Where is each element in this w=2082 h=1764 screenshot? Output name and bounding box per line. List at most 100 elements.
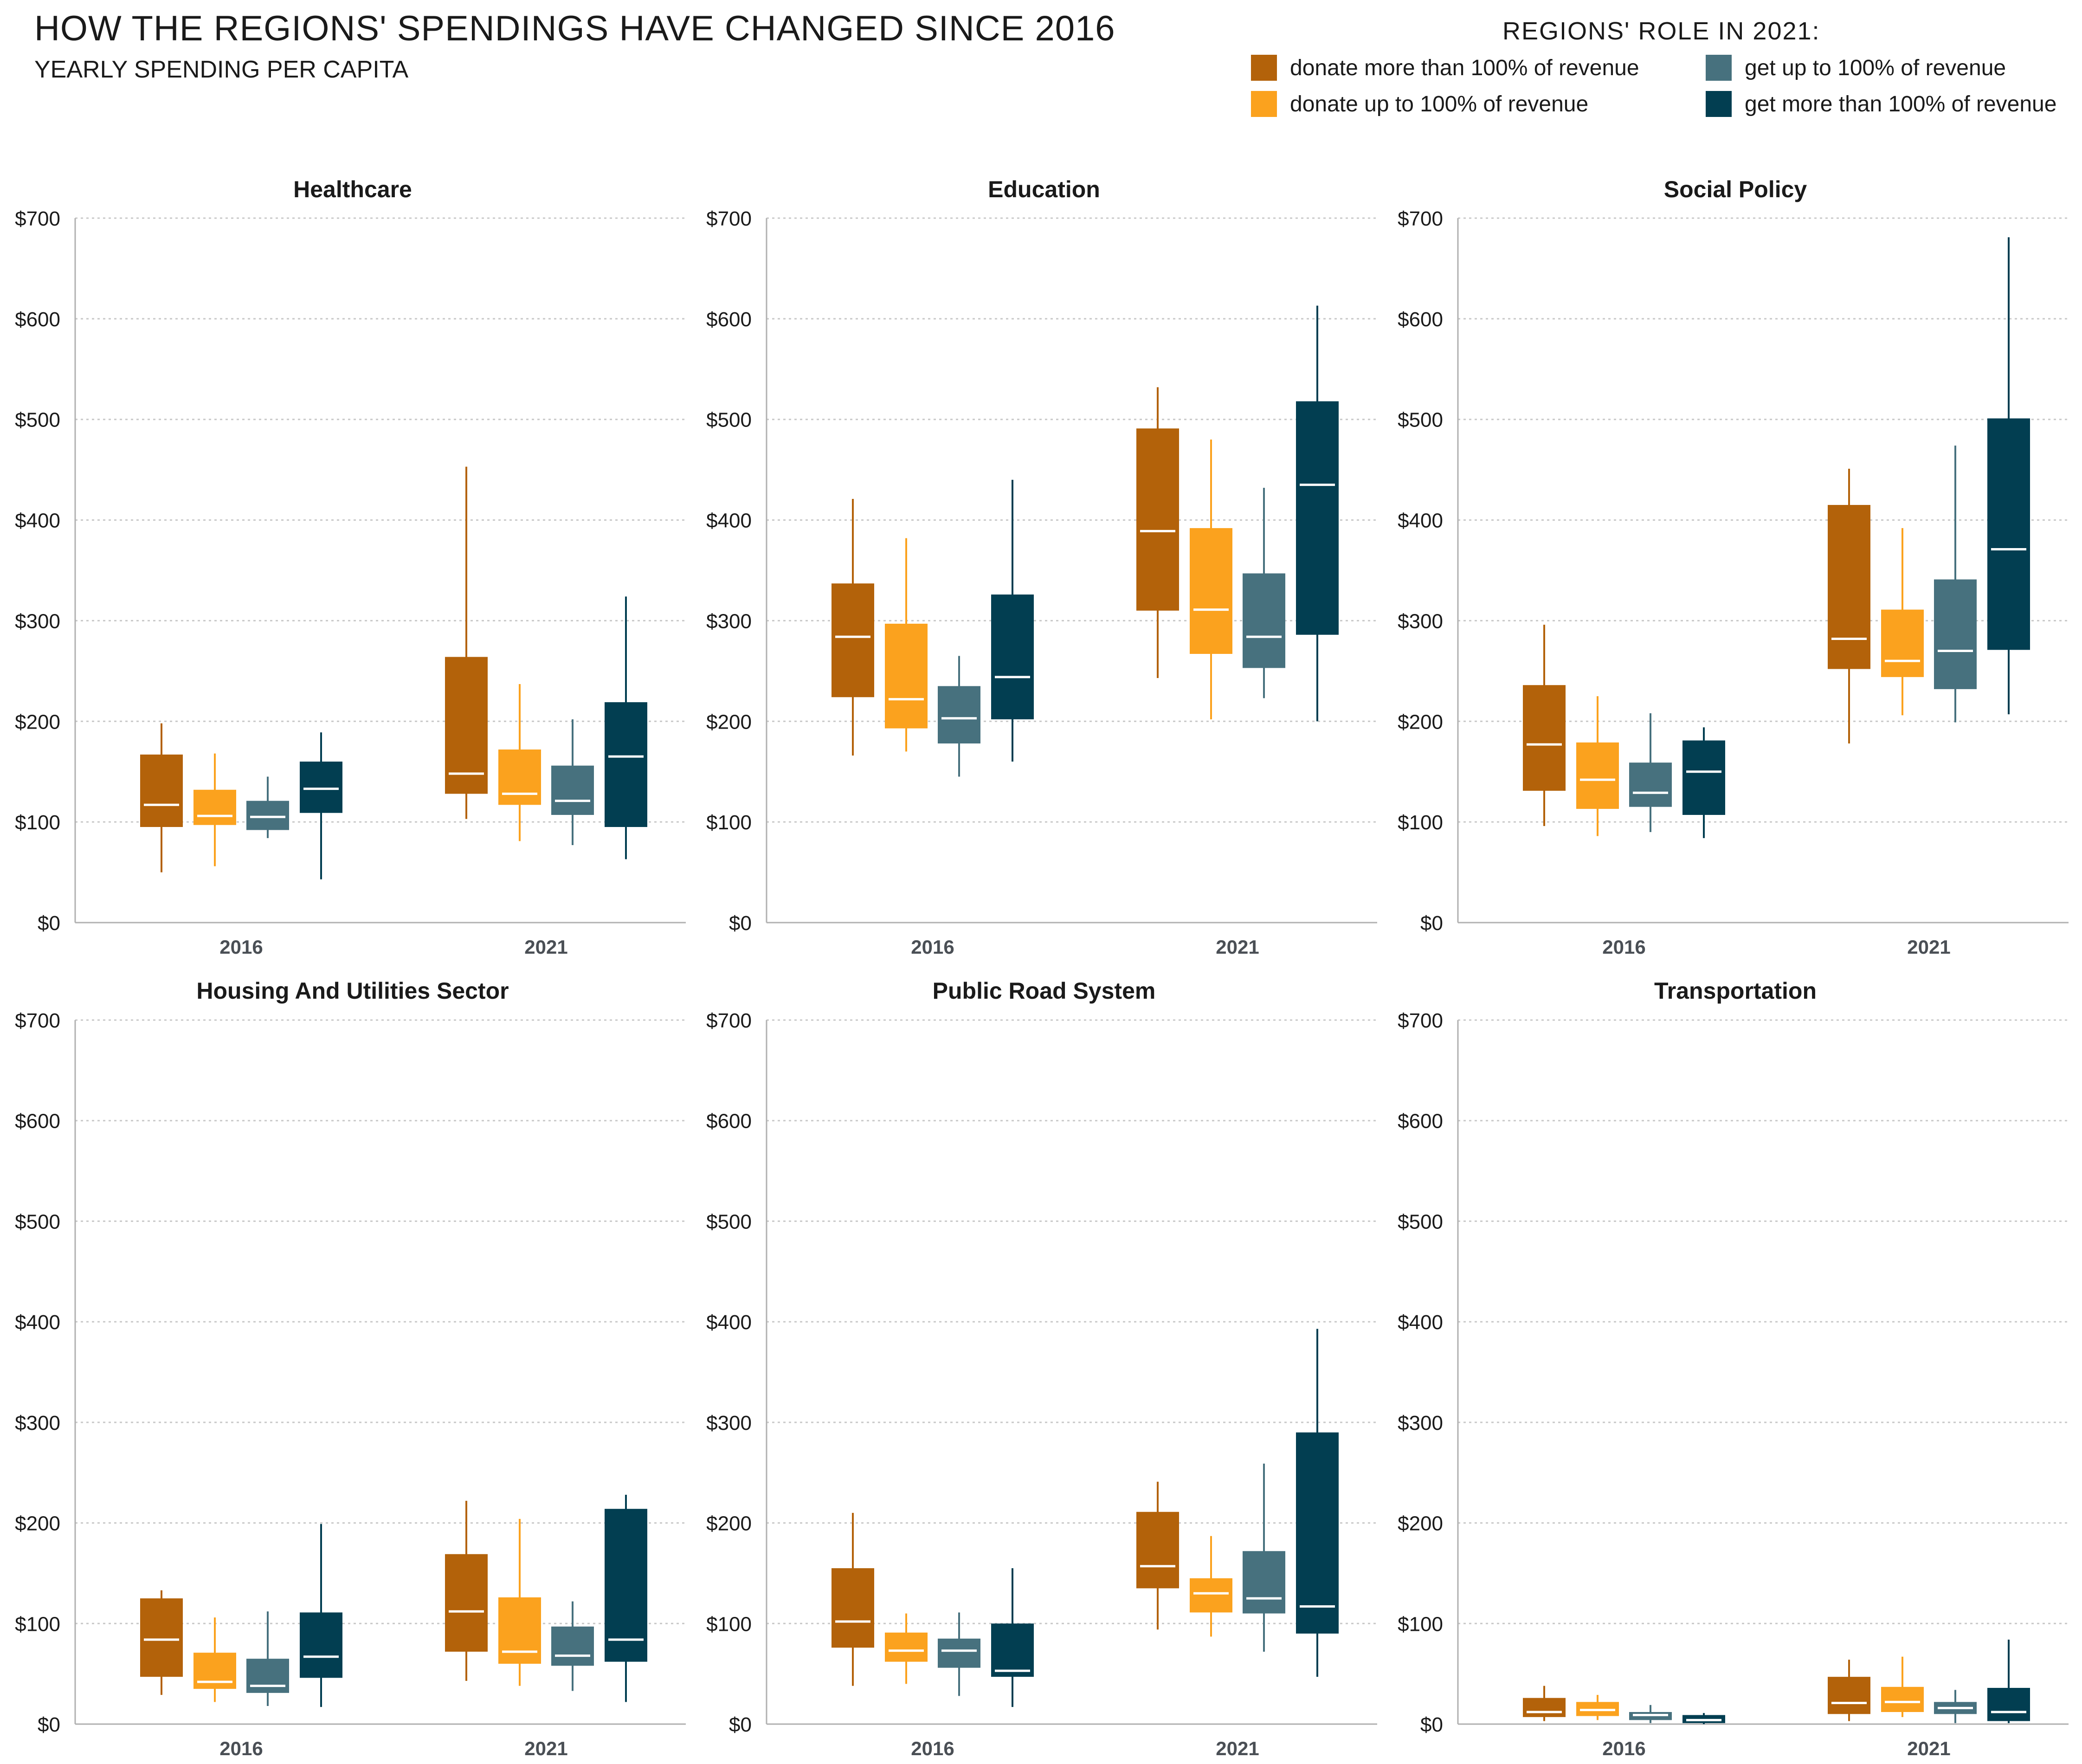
box-plot[interactable]	[1190, 439, 1232, 719]
box-plot[interactable]	[605, 1494, 647, 1702]
box-iqr	[1987, 418, 2030, 650]
x-tick-label: 2016	[219, 1738, 263, 1759]
x-tick-label: 2021	[1216, 936, 1259, 958]
box-plot[interactable]	[1296, 1329, 1339, 1677]
box-plot[interactable]	[1523, 625, 1566, 826]
box-plot[interactable]	[1881, 528, 1924, 716]
x-tick-label: 2016	[1602, 936, 1645, 958]
y-tick-label: $200	[15, 1512, 60, 1535]
y-tick-label: $100	[1398, 811, 1443, 834]
box-plot[interactable]	[1136, 1481, 1179, 1630]
box-plot[interactable]	[605, 596, 647, 859]
box-plot[interactable]	[885, 538, 928, 752]
box-plot[interactable]	[498, 684, 541, 841]
box-plot[interactable]	[885, 1613, 928, 1684]
box-iqr	[1523, 685, 1566, 791]
chart-panel: Education $0 $100 $200 $300 $400 $500 $600 $700 2…	[706, 176, 1377, 958]
box-iqr	[1296, 1432, 1339, 1634]
box-plot[interactable]	[991, 1568, 1034, 1707]
legend-item-get-up-to[interactable]: get up to 100% of revenue	[1706, 55, 2006, 81]
box-plot[interactable]	[246, 1611, 289, 1706]
box-plot[interactable]	[445, 1500, 488, 1681]
legend-swatch	[1251, 55, 1277, 81]
box-plot[interactable]	[1987, 1639, 2030, 1723]
legend-label: donate up to 100% of revenue	[1290, 91, 1589, 116]
box-plot[interactable]	[1682, 727, 1725, 838]
legend-label: get more than 100% of revenue	[1745, 91, 2057, 116]
box-plot[interactable]	[140, 723, 183, 872]
y-tick-label: $300	[706, 610, 752, 633]
x-tick-label: 2021	[524, 936, 567, 958]
box-plot[interactable]	[1576, 696, 1619, 836]
y-tick-label: $700	[706, 1009, 752, 1032]
box-plot[interactable]	[1629, 713, 1672, 832]
legend-item-donate-more[interactable]: donate more than 100% of revenue	[1251, 55, 1639, 81]
box-iqr	[1934, 579, 1977, 689]
box-plot[interactable]	[1523, 1686, 1566, 1721]
box-plot[interactable]	[193, 753, 236, 866]
box-plot[interactable]	[832, 499, 874, 756]
box-plot[interactable]	[1190, 1536, 1232, 1637]
box-plot[interactable]	[1828, 468, 1870, 743]
box-iqr	[445, 1554, 488, 1652]
box-plot[interactable]	[445, 466, 488, 819]
panel-title: Public Road System	[933, 978, 1156, 1004]
legend-item-get-more[interactable]: get more than 100% of revenue	[1706, 91, 2056, 117]
box-plot[interactable]	[300, 1524, 342, 1707]
box-plot[interactable]	[938, 656, 980, 777]
box-plot[interactable]	[193, 1617, 236, 1702]
box-plot[interactable]	[246, 776, 289, 838]
legend-label: get up to 100% of revenue	[1745, 55, 2006, 80]
box-plot[interactable]	[991, 479, 1034, 762]
box-iqr	[1881, 1686, 1924, 1712]
box-plot[interactable]	[832, 1512, 874, 1686]
y-tick-label: $500	[1398, 409, 1443, 432]
y-tick-label: $100	[706, 811, 752, 834]
box-iqr	[1828, 1677, 1870, 1714]
y-tick-label: $600	[15, 308, 60, 331]
box-plot[interactable]	[1576, 1695, 1619, 1720]
y-tick-label: $400	[15, 1311, 60, 1334]
box-iqr	[605, 1509, 647, 1662]
y-tick-label: $300	[1398, 610, 1443, 633]
box-plot[interactable]	[551, 719, 594, 846]
box-iqr	[991, 1623, 1034, 1677]
box-plot[interactable]	[1828, 1660, 1870, 1721]
box-iqr	[832, 583, 874, 698]
y-tick-label: $700	[1398, 1009, 1443, 1032]
x-tick-label: 2016	[219, 936, 263, 958]
box-plot[interactable]	[140, 1590, 183, 1695]
box-plot[interactable]	[938, 1612, 980, 1696]
y-tick-label: $100	[15, 811, 60, 834]
box-iqr	[445, 657, 488, 794]
x-tick-label: 2016	[911, 936, 954, 958]
y-tick-label: $500	[706, 1210, 752, 1233]
box-plot[interactable]	[1987, 237, 2030, 715]
chart-panel: Housing And Utilities Sector $0 $100 $200 $3…	[15, 978, 686, 1759]
box-plot[interactable]	[1136, 387, 1179, 678]
box-plot[interactable]	[1934, 1690, 1977, 1723]
legend-item-donate-up-to[interactable]: donate up to 100% of revenue	[1251, 91, 1588, 117]
box-plot[interactable]	[1243, 1463, 1285, 1652]
panel-title: Social Policy	[1664, 176, 1807, 202]
box-plot[interactable]	[1629, 1705, 1672, 1723]
box-iqr	[1523, 1698, 1566, 1717]
y-tick-label: $500	[1398, 1210, 1443, 1233]
box-plot[interactable]	[1682, 1713, 1725, 1724]
box-plot[interactable]	[498, 1518, 541, 1686]
box-iqr	[1828, 505, 1870, 669]
y-tick-label: $400	[706, 510, 752, 532]
box-plot[interactable]	[1934, 446, 1977, 723]
box-plot[interactable]	[1296, 305, 1339, 722]
box-plot[interactable]	[1881, 1656, 1924, 1717]
box-plot[interactable]	[300, 732, 342, 879]
y-tick-label: $400	[1398, 510, 1443, 532]
box-iqr	[938, 686, 980, 743]
y-tick-label: $100	[706, 1613, 752, 1635]
x-tick-label: 2021	[1907, 936, 1950, 958]
panel-title: Housing And Utilities Sector	[196, 978, 509, 1004]
box-iqr	[498, 750, 541, 805]
chart-panel: Social Policy $0 $100 $200 $300 $400 $500 $600 $…	[1398, 176, 2069, 958]
box-plot[interactable]	[1243, 488, 1285, 698]
box-plot[interactable]	[551, 1601, 594, 1691]
